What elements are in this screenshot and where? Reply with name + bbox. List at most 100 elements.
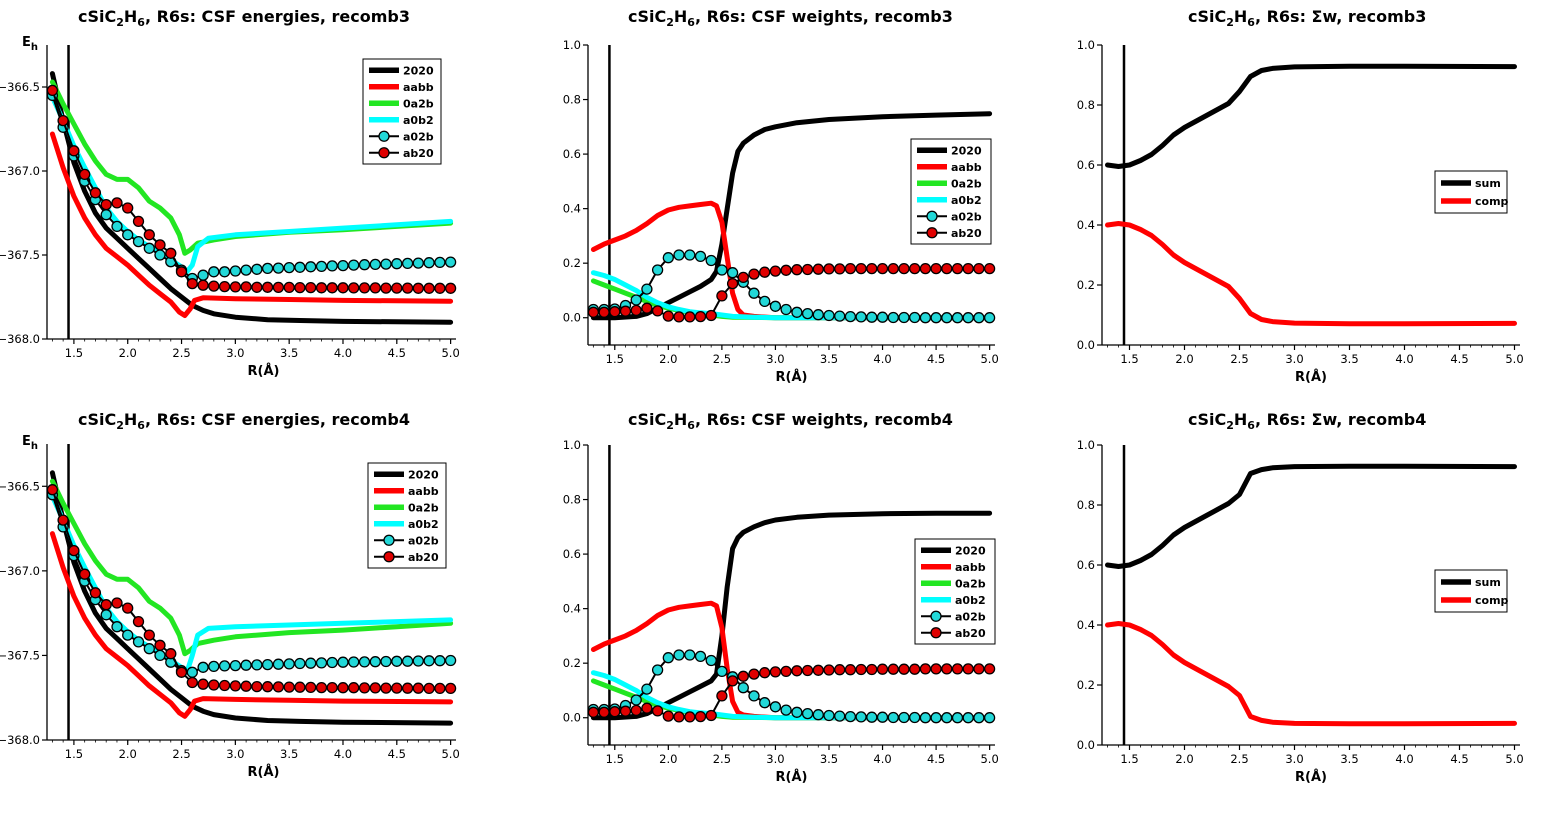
- series-point-ab20: [283, 681, 295, 693]
- series-point-ab20: [240, 281, 252, 293]
- series-point-ab20: [57, 514, 69, 526]
- series-point-a02b: [197, 269, 209, 281]
- series-point-ab20: [951, 663, 964, 675]
- series-point-ab20: [651, 305, 664, 317]
- series-point-ab20: [175, 266, 188, 278]
- series-point-a02b: [909, 711, 921, 724]
- series-point-a02b: [208, 266, 220, 278]
- series-point-ab20: [823, 664, 835, 676]
- series-point-ab20: [412, 682, 424, 694]
- x-axis-label: R(Å): [248, 764, 280, 780]
- y-axis-label: Eh: [22, 434, 38, 452]
- series-point-a02b: [630, 294, 642, 306]
- series-point-ab20: [801, 263, 814, 276]
- x-tick-label: 1.5: [65, 346, 83, 360]
- series-point-a02b: [983, 712, 996, 724]
- series-point-ab20: [143, 629, 155, 641]
- series-line-aabb: [49, 531, 454, 719]
- series-line-sum: [1105, 463, 1517, 569]
- legend-label-sum: sum: [1475, 177, 1501, 190]
- series-point-ab20: [348, 282, 360, 294]
- series-point-ab20: [315, 681, 328, 694]
- series-point-ab20: [79, 168, 91, 181]
- series-point-a02b: [855, 711, 867, 723]
- chart-title: cSiC2H6, R6s: CSF energies, recomb3: [78, 7, 410, 29]
- series-point-ab20: [79, 568, 91, 580]
- series-point-a02b: [769, 701, 782, 713]
- series-point-a02b: [283, 658, 295, 670]
- series-point-a02b: [844, 310, 857, 323]
- y-tick-label: 0.2: [1077, 278, 1095, 292]
- x-tick-label: 2.5: [1230, 752, 1248, 766]
- series-point-ab20: [619, 305, 632, 317]
- legend: 2020 aabb 0a2b a0b2 a02b ab20: [910, 138, 992, 245]
- series-point-a02b: [673, 249, 685, 261]
- series-point-a02b: [251, 263, 263, 275]
- legend-label-2020: 2020: [955, 544, 986, 557]
- series-point-a02b: [122, 229, 134, 241]
- series-point-a02b: [218, 266, 231, 278]
- series-point-a02b: [930, 312, 942, 324]
- series-point-a02b: [716, 264, 728, 276]
- legend-label-comp: comp: [1475, 594, 1509, 607]
- series-point-a02b: [759, 697, 771, 709]
- x-tick-label: 2.0: [119, 747, 137, 761]
- series-point-a02b: [951, 712, 964, 724]
- series-point-ab20: [641, 702, 653, 714]
- series-point-ab20: [769, 666, 782, 678]
- series-point-ab20: [186, 676, 198, 689]
- series-point-ab20: [898, 663, 910, 675]
- series-point-ab20: [769, 265, 782, 277]
- series-point-a02b: [705, 654, 717, 667]
- y-tick-label: 0.8: [563, 493, 581, 507]
- chart-panel-weights-recomb4: cSiC2H6, R6s: CSF weights, recomb4 0.0 0.2…: [563, 410, 999, 785]
- series-point-ab20: [434, 682, 446, 695]
- series-point-ab20: [598, 306, 610, 318]
- series-point-ab20: [694, 310, 707, 323]
- y-tick-label: 0.4: [563, 602, 581, 616]
- series-point-a02b: [305, 261, 317, 273]
- series-point-ab20: [218, 280, 231, 293]
- series-point-a02b: [930, 712, 942, 724]
- series-point-a02b: [973, 712, 985, 724]
- series-point-ab20: [337, 682, 349, 694]
- series-point-a02b: [348, 656, 360, 668]
- series-point-ab20: [844, 262, 857, 275]
- series-point-a02b: [154, 649, 166, 662]
- series-point-a02b: [229, 659, 242, 672]
- series-point-a02b: [941, 312, 953, 324]
- series-point-a02b: [111, 621, 123, 633]
- series-point-ab20: [154, 639, 166, 651]
- x-axis-label: R(Å): [1295, 769, 1327, 785]
- series-point-a02b: [358, 259, 371, 271]
- series-point-a02b: [423, 655, 435, 667]
- y-tick-label: 1.0: [1077, 438, 1095, 452]
- series-point-a02b: [369, 258, 381, 271]
- series-point-ab20: [855, 262, 867, 275]
- legend-label-sum: sum: [1475, 576, 1501, 589]
- series-point-a02b: [111, 220, 123, 233]
- series-point-a02b: [834, 710, 846, 722]
- series-point-ab20: [165, 247, 177, 259]
- series-point-ab20: [962, 262, 974, 275]
- series-point-ab20: [111, 597, 123, 609]
- y-tick-label: −367.0: [0, 164, 40, 178]
- series-point-a02b: [951, 312, 964, 324]
- series-point-ab20: [844, 664, 857, 676]
- x-tick-label: 3.0: [226, 346, 244, 360]
- series-point-ab20: [380, 682, 392, 694]
- series-point-ab20: [887, 663, 899, 675]
- series-point-a02b: [812, 309, 824, 321]
- series-point-ab20: [930, 262, 942, 275]
- series-point-a02b: [444, 256, 457, 268]
- legend-label-aabb: aabb: [403, 81, 434, 94]
- y-tick-label: 0.6: [563, 547, 581, 561]
- series-point-ab20: [294, 281, 306, 294]
- series-group: [588, 111, 996, 324]
- series-line-sum: [1105, 63, 1517, 169]
- series-line-comp: [1105, 221, 1517, 327]
- series-point-ab20: [208, 280, 220, 292]
- series-line-aabb: [49, 131, 454, 318]
- series-point-ab20: [609, 706, 621, 718]
